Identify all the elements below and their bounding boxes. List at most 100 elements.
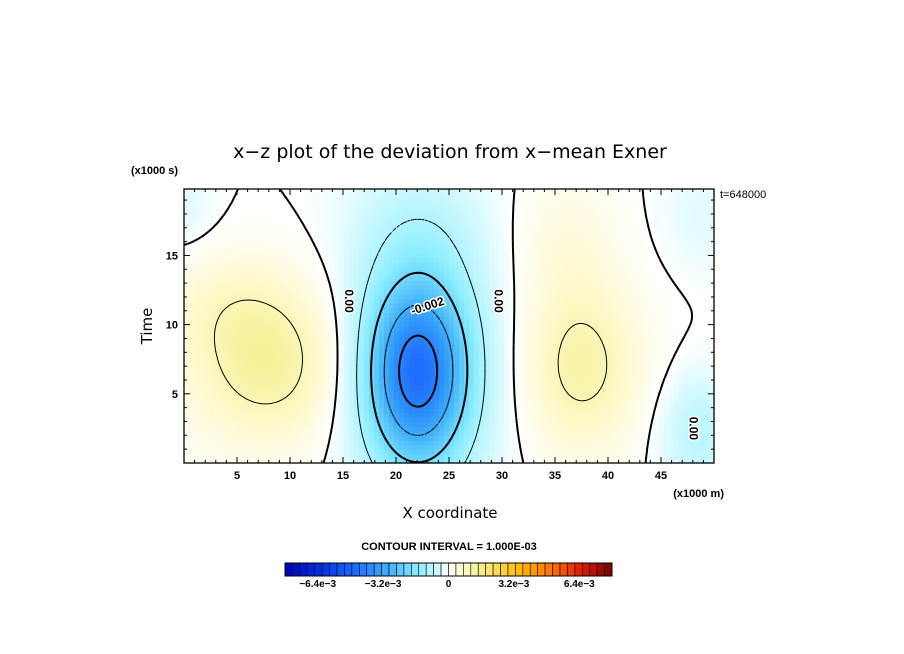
heatmap-cell (654, 444, 660, 450)
heatmap-cell (309, 417, 315, 423)
heatmap-cell (499, 435, 505, 441)
heatmap-cell (414, 257, 420, 263)
heatmap-cell (194, 421, 200, 428)
heatmap-cell (294, 275, 300, 281)
heatmap-cell (514, 248, 520, 254)
heatmap-cell (364, 444, 370, 450)
heatmap-cell (709, 431, 715, 437)
heatmap-cell (369, 426, 375, 432)
heatmap-cell (674, 294, 680, 300)
heatmap-cell (624, 335, 630, 341)
heatmap-cell (639, 394, 645, 400)
heatmap-cell (644, 357, 650, 364)
heatmap-cell (634, 380, 640, 386)
heatmap-cell (319, 453, 325, 460)
heatmap-cell (344, 376, 350, 382)
heatmap-cell (334, 394, 340, 400)
heatmap-cell (409, 435, 415, 441)
heatmap-cell (709, 321, 715, 327)
heatmap-cell (299, 371, 305, 377)
heatmap-cell (564, 348, 570, 354)
heatmap-cell (569, 248, 575, 254)
heatmap-cell (429, 294, 435, 300)
heatmap-cell (319, 280, 325, 286)
heatmap-cell (609, 280, 615, 286)
heatmap-cell (379, 394, 385, 400)
heatmap-cell (514, 312, 520, 318)
heatmap-cell (469, 453, 475, 460)
heatmap-cell (504, 339, 510, 345)
heatmap-cell (259, 394, 265, 400)
heatmap-cell (549, 275, 555, 281)
heatmap-cell (344, 357, 350, 364)
heatmap-cell (389, 348, 395, 354)
heatmap-cell (499, 275, 505, 281)
heatmap-cell (524, 380, 530, 386)
heatmap-cell (699, 280, 705, 286)
heatmap-cell (294, 426, 300, 432)
heatmap-cell (194, 417, 200, 423)
heatmap-cell (439, 252, 445, 259)
heatmap-cell (559, 408, 565, 414)
heatmap-cell (564, 444, 570, 450)
heatmap-cell (309, 303, 315, 309)
heatmap-cell (564, 275, 570, 281)
heatmap-cell (659, 298, 665, 304)
heatmap-cell (524, 252, 530, 259)
heatmap-cell (314, 275, 320, 281)
heatmap-cell (689, 330, 695, 336)
heatmap-cell (439, 335, 445, 341)
heatmap-cell (514, 367, 520, 373)
heatmap-cell (644, 421, 650, 428)
heatmap-cell (664, 262, 670, 268)
heatmap-cell (414, 266, 420, 272)
heatmap-cell (499, 348, 505, 354)
heatmap-cell (229, 243, 235, 249)
heatmap-cell (569, 458, 575, 464)
heatmap-cell (299, 426, 305, 432)
heatmap-cell (544, 408, 550, 414)
heatmap-cell (679, 421, 685, 428)
heatmap-cell (364, 412, 370, 418)
heatmap-cell (294, 394, 300, 400)
heatmap-cell (274, 408, 280, 414)
heatmap-cell (659, 426, 665, 432)
heatmap-cell (349, 298, 355, 304)
heatmap-cell (254, 357, 260, 364)
heatmap-cell (269, 362, 275, 368)
heatmap-cell (404, 431, 410, 437)
heatmap-cell (304, 257, 310, 263)
heatmap-cell (704, 380, 710, 386)
heatmap-cell (384, 399, 390, 405)
heatmap-cell (639, 248, 645, 254)
heatmap-cell (489, 330, 495, 336)
heatmap-cell (524, 307, 530, 313)
heatmap-cell (479, 289, 485, 295)
heatmap-cell (274, 371, 280, 377)
heatmap-cell (314, 458, 320, 464)
heatmap-cell (244, 316, 250, 323)
heatmap-cell (369, 284, 375, 291)
heatmap-cell (414, 248, 420, 254)
heatmap-cell (649, 458, 655, 464)
heatmap-cell (229, 435, 235, 441)
heatmap-cell (544, 449, 550, 455)
heatmap-cell (439, 426, 445, 432)
heatmap-cell (624, 376, 630, 382)
heatmap-cell (434, 394, 440, 400)
heatmap-cell (309, 294, 315, 300)
heatmap-cell (354, 289, 360, 295)
heatmap-cell (354, 435, 360, 441)
heatmap-cell (284, 357, 290, 364)
heatmap-cell (694, 284, 700, 291)
heatmap-cell (394, 421, 400, 428)
heatmap-cell (624, 453, 630, 460)
heatmap-cell (254, 394, 260, 400)
heatmap-cell (444, 440, 450, 446)
heatmap-cell (694, 412, 700, 418)
heatmap-cell (629, 380, 635, 386)
heatmap-cell (384, 307, 390, 313)
heatmap-cell (629, 312, 635, 318)
heatmap-cell (374, 312, 380, 318)
heatmap-cell (624, 344, 630, 350)
